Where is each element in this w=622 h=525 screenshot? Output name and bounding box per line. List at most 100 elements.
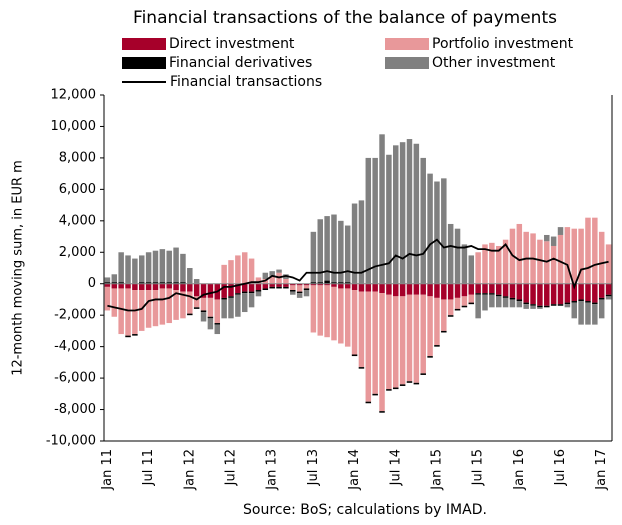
bar — [468, 294, 475, 303]
bar — [441, 299, 447, 331]
x-tick-label: Jan 12 — [182, 449, 197, 491]
x-tick-label: Jul 13 — [306, 449, 321, 486]
bar — [447, 283, 454, 300]
bar — [145, 252, 152, 283]
bar — [427, 173, 433, 284]
bar — [283, 279, 289, 284]
bar — [427, 283, 433, 297]
bar — [489, 242, 495, 284]
bar — [310, 283, 317, 286]
bar — [310, 285, 317, 333]
bar — [427, 356, 433, 358]
bar — [248, 293, 255, 308]
bar — [393, 283, 399, 297]
x-tick-label: Jan 17 — [594, 449, 609, 491]
bar — [351, 283, 358, 291]
bar — [241, 283, 248, 292]
y-tick-label: -8,000 — [54, 402, 96, 417]
bar — [358, 200, 365, 284]
bar — [537, 305, 543, 308]
bar — [537, 239, 543, 284]
bar — [578, 299, 584, 302]
legend-swatch — [385, 57, 429, 69]
bar — [241, 252, 248, 284]
bar — [296, 291, 303, 294]
bar — [303, 288, 310, 291]
bar — [495, 245, 502, 284]
bar — [317, 219, 323, 283]
bar — [523, 302, 529, 305]
bar — [207, 283, 214, 298]
bar — [118, 282, 124, 284]
bar — [516, 301, 523, 308]
bar — [200, 283, 207, 298]
bar — [214, 299, 221, 324]
bar — [550, 245, 557, 284]
bar — [269, 271, 275, 276]
bar — [585, 302, 591, 325]
bar — [132, 334, 138, 336]
bar — [365, 283, 372, 292]
bar — [200, 312, 207, 322]
bar — [228, 296, 234, 298]
legend-label: Portfolio investment — [432, 36, 574, 52]
bar — [434, 181, 440, 284]
bar — [495, 294, 502, 297]
y-tick-label: 6,000 — [59, 182, 96, 197]
bar — [207, 318, 214, 330]
bar — [235, 293, 241, 295]
bar — [592, 283, 598, 303]
bar — [145, 290, 152, 328]
bar — [200, 310, 207, 313]
bar — [248, 258, 255, 284]
bar — [324, 283, 330, 286]
bar — [420, 373, 426, 375]
bar — [173, 247, 179, 283]
bar — [434, 345, 440, 347]
bar — [413, 294, 420, 383]
bar — [159, 249, 166, 283]
bar — [228, 283, 234, 297]
bar — [557, 227, 564, 235]
bar — [262, 283, 269, 289]
bar — [441, 178, 447, 284]
bar — [290, 283, 296, 286]
bar — [139, 282, 145, 284]
bar — [413, 283, 420, 295]
bar — [221, 264, 227, 284]
legend-label: Financial transactions — [170, 74, 322, 90]
bar — [564, 283, 571, 303]
bar — [276, 286, 282, 289]
bar — [331, 214, 337, 283]
bar — [132, 283, 138, 291]
bar — [269, 275, 275, 284]
bar — [468, 255, 475, 284]
bar — [166, 282, 172, 284]
bar — [509, 297, 516, 300]
x-tick-label: Jul 14 — [388, 449, 403, 486]
bar — [386, 283, 392, 295]
bar — [406, 294, 413, 382]
bar — [324, 285, 330, 338]
bar — [592, 302, 598, 305]
bar — [344, 225, 351, 283]
y-tick-label: -6,000 — [54, 371, 96, 386]
bar — [372, 283, 378, 292]
bar — [537, 307, 543, 309]
bar — [180, 282, 186, 284]
bar — [578, 301, 584, 325]
bar — [159, 283, 166, 289]
bar — [132, 258, 138, 284]
bar — [454, 228, 461, 284]
bar — [399, 142, 406, 284]
bar — [324, 280, 330, 284]
bar — [434, 283, 440, 298]
y-tick-label: 2,000 — [59, 245, 96, 260]
bar — [310, 231, 317, 283]
bar — [386, 154, 392, 284]
bar — [557, 234, 564, 284]
x-tick-label: Jan 16 — [512, 449, 527, 491]
bar — [454, 283, 461, 298]
bar — [221, 297, 227, 300]
bar — [537, 283, 543, 306]
